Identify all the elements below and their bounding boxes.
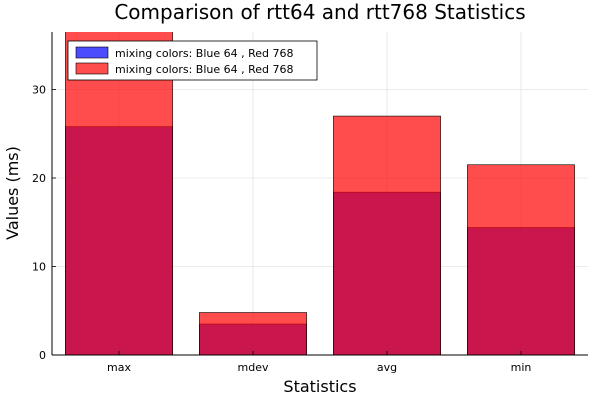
legend-box bbox=[67, 40, 318, 81]
y-tick-label: 0 bbox=[39, 349, 46, 362]
x-tick-label: avg bbox=[377, 361, 397, 374]
bars-layer bbox=[65, 32, 575, 355]
x-axis-label: Statistics bbox=[283, 377, 356, 396]
y-tick-label: 20 bbox=[32, 172, 46, 185]
ticks-layer: 0 10 20 30 max mdev avg min bbox=[32, 84, 531, 374]
legend-label-2: mixing colors: Blue 64 , Red 768 bbox=[115, 63, 294, 76]
legend: mixing colors: Blue 64 , Red 768 mixing … bbox=[67, 40, 318, 81]
bar-red-avg bbox=[333, 115, 441, 355]
legend-swatch-blue bbox=[75, 46, 109, 59]
bar-red-min bbox=[467, 164, 575, 355]
x-tick-label: mdev bbox=[238, 361, 269, 374]
y-axis-label: Values (ms) bbox=[3, 146, 22, 240]
y-tick-label: 30 bbox=[32, 84, 46, 97]
bar-red-mdev bbox=[199, 312, 307, 355]
x-tick-label: max bbox=[107, 361, 131, 374]
y-tick-label: 10 bbox=[32, 261, 46, 274]
bar-red-max bbox=[65, 32, 173, 355]
legend-swatch-red bbox=[75, 62, 109, 75]
legend-label-1: mixing colors: Blue 64 , Red 768 bbox=[115, 47, 294, 60]
chart-title: Comparison of rtt64 and rtt768 Statistic… bbox=[114, 0, 525, 24]
x-tick-label: min bbox=[511, 361, 532, 374]
